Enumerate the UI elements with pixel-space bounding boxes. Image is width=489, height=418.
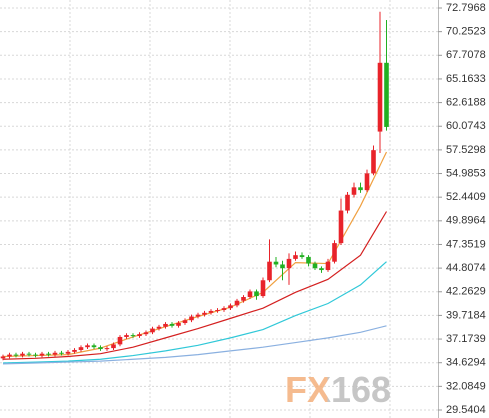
candle-body (325, 261, 331, 271)
y-tick-label: 52.4409 (446, 191, 486, 203)
candle-body (13, 354, 19, 356)
y-tick-label: 72.7968 (446, 2, 486, 14)
candle-body (124, 335, 129, 337)
ma-line (2, 325, 387, 365)
candle-body (215, 310, 220, 312)
y-tick-label: 34.6294 (446, 357, 486, 369)
candle-body (26, 353, 32, 355)
candle-body (293, 255, 298, 259)
y-tick-label: 37.1739 (446, 333, 486, 345)
candle-body (267, 261, 272, 281)
candle-body (384, 62, 389, 127)
y-tick-label: 47.3519 (446, 238, 486, 250)
candle-body (59, 352, 64, 354)
candle-body (189, 316, 194, 321)
candle-body (111, 344, 116, 349)
candle-body (234, 300, 240, 306)
candle-body (169, 323, 175, 326)
candle-body (104, 348, 110, 350)
candle-body (182, 320, 188, 324)
watermark: FX168 (285, 369, 391, 410)
candle-body (306, 257, 311, 264)
y-tick-label: 42.2629 (446, 286, 486, 298)
candle-body (65, 351, 71, 354)
candle-body (176, 323, 181, 326)
candle-body (117, 336, 123, 345)
candle-body (85, 345, 90, 348)
candle-body (143, 332, 149, 335)
y-tick-label: 54.9853 (446, 167, 486, 179)
y-tick-label: 70.2523 (446, 26, 486, 38)
candle-body (312, 263, 318, 269)
y-tick-label: 39.7184 (446, 309, 486, 321)
candle-body (364, 173, 370, 191)
y-tick-label: 62.6188 (446, 96, 486, 108)
candle-body (345, 194, 350, 211)
candle-body (150, 328, 155, 333)
candle-body (228, 305, 233, 309)
candle-body (254, 291, 259, 297)
candle-body (0, 356, 6, 359)
y-tick-label: 29.5404 (446, 404, 486, 416)
candle-body (52, 352, 58, 355)
candle-body (7, 354, 12, 357)
grid (0, 0, 438, 418)
candle-body (195, 314, 201, 317)
candle-body (377, 62, 383, 132)
candle-body (20, 353, 25, 356)
candle-body (72, 349, 77, 352)
y-tick-label: 67.7078 (446, 49, 486, 61)
candle-body (280, 264, 285, 269)
candle-body (156, 326, 162, 329)
candle-body (351, 187, 357, 195)
candle-body (319, 268, 324, 271)
candle-body (202, 312, 207, 315)
candle-body (33, 354, 38, 356)
candle-body (247, 291, 253, 297)
candle-body (260, 280, 266, 297)
candle-body (91, 345, 97, 348)
candle-body (338, 210, 344, 244)
candle-body (208, 310, 214, 313)
candle-body (163, 323, 168, 327)
ma-line (2, 261, 387, 364)
candle-body (221, 308, 227, 311)
y-tick-label: 32.0849 (446, 380, 486, 392)
y-tick-label: 57.5298 (446, 144, 486, 156)
ma-line (2, 211, 388, 360)
y-tick-label: 44.8074 (446, 262, 486, 274)
candle-body (46, 353, 51, 355)
candle-body (98, 347, 103, 350)
candle-body (299, 255, 305, 258)
candle-body (130, 335, 136, 337)
candle-body (358, 187, 363, 191)
ma-line (2, 151, 388, 358)
candle-body (137, 334, 142, 337)
candle-body (39, 353, 45, 356)
candle-body (78, 347, 84, 350)
y-tick-label: 60.0743 (446, 120, 486, 132)
y-tick-label: 65.1633 (446, 73, 486, 85)
y-tick-label: 49.8964 (446, 215, 486, 227)
candle-body (371, 150, 376, 174)
candle-body (241, 296, 246, 301)
candle-body (286, 258, 292, 269)
candle-body (332, 243, 337, 262)
candle-body (273, 261, 279, 265)
